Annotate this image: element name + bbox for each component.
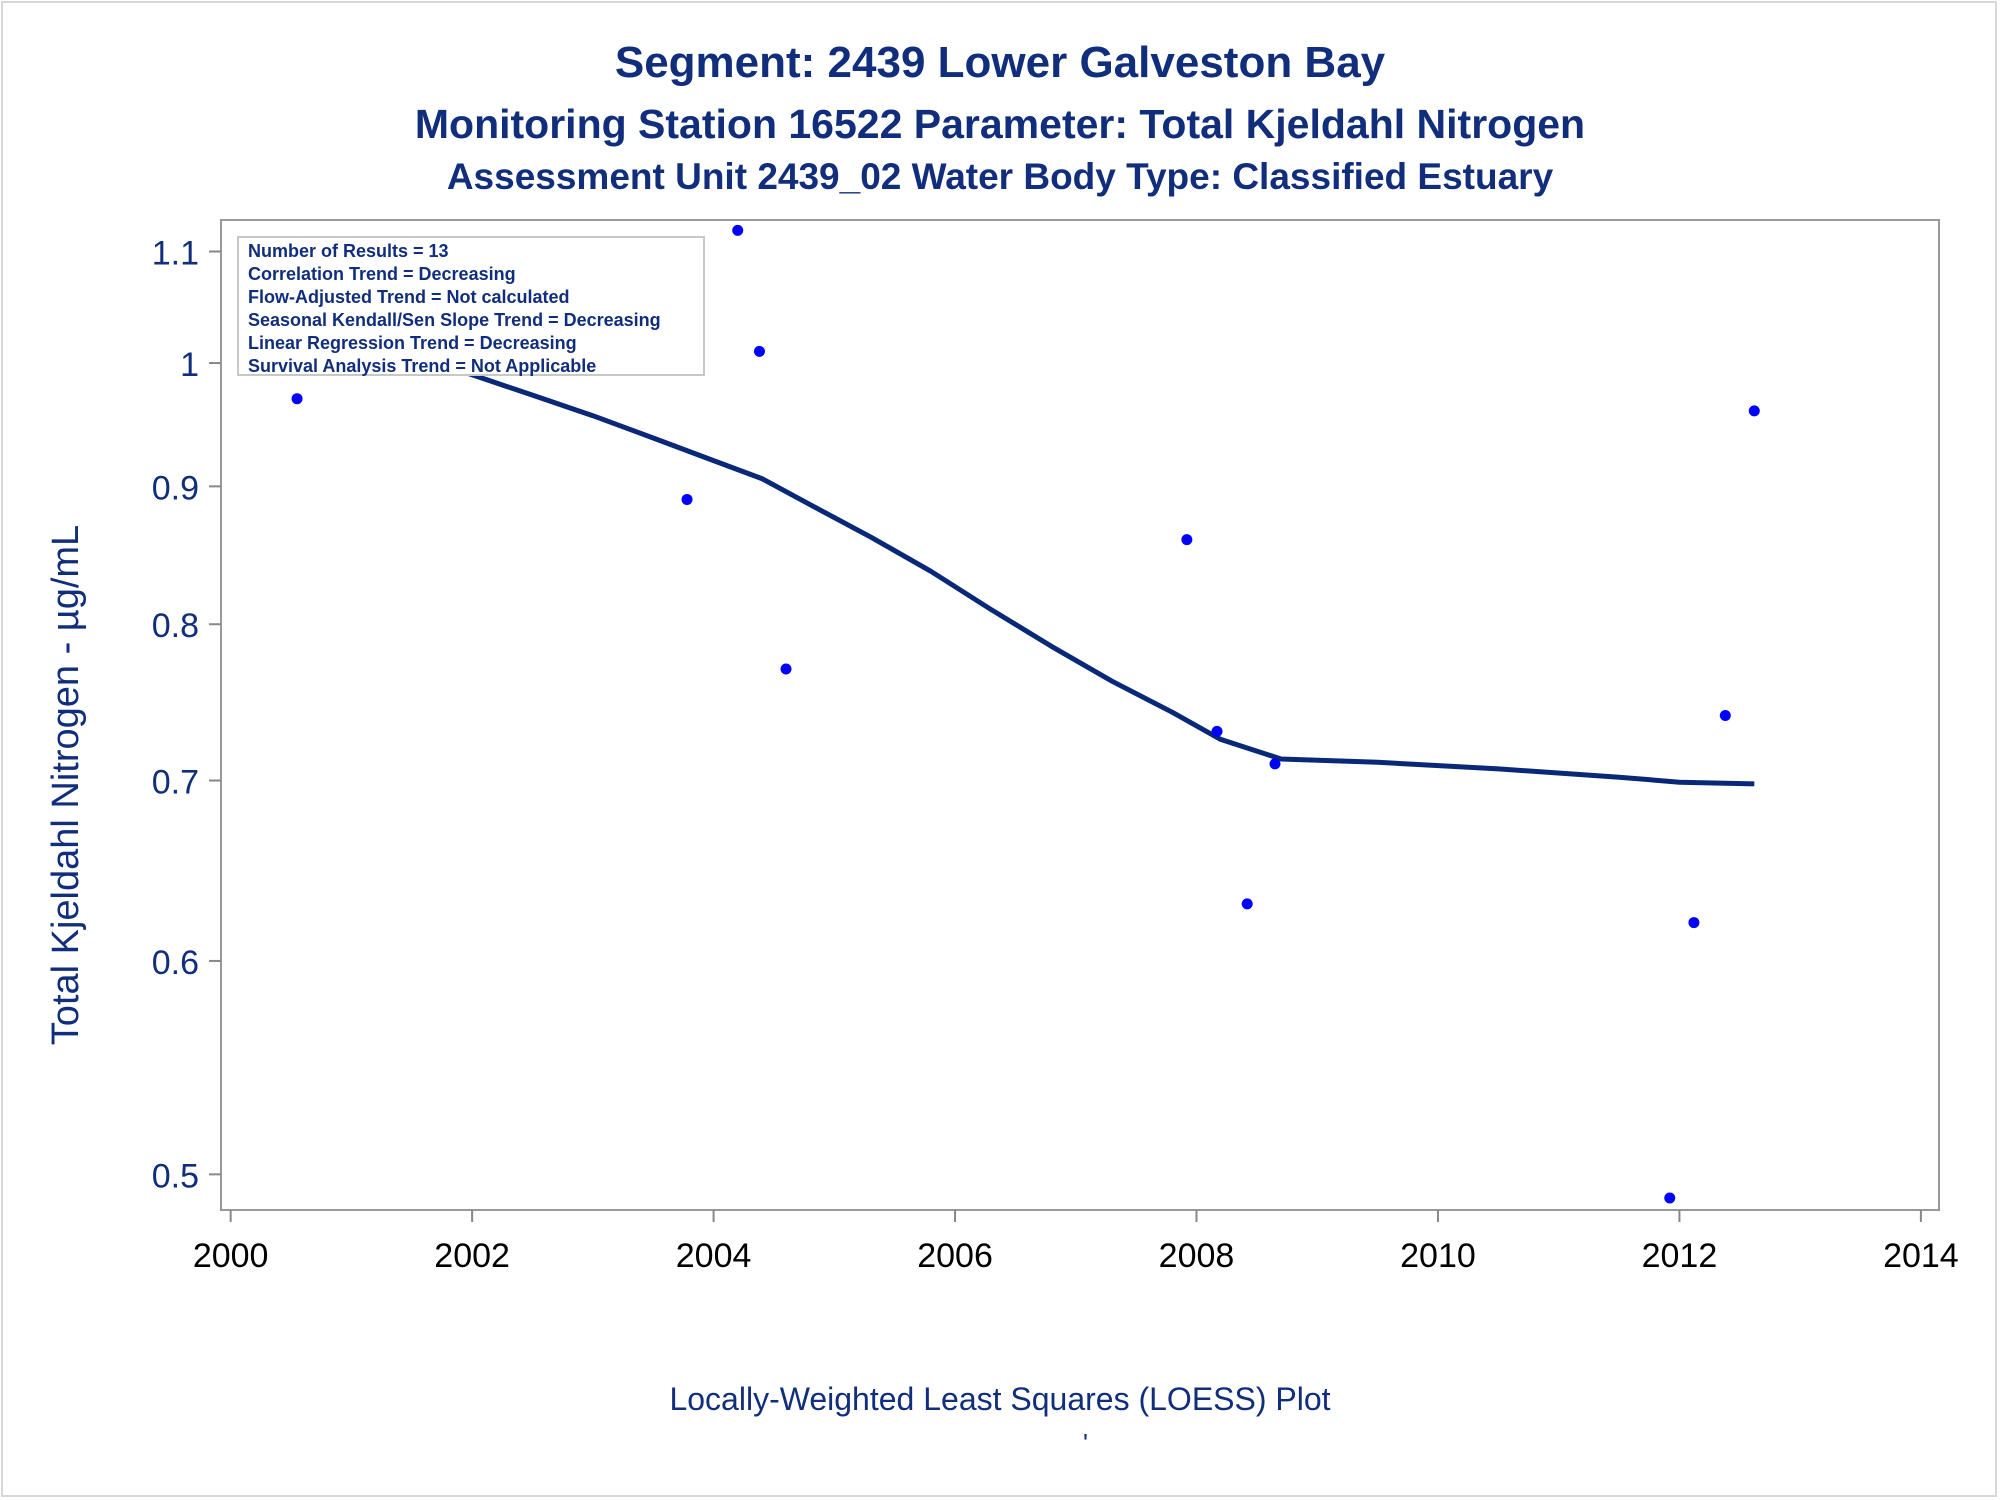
chart-subtitle-station: Monitoring Station 16522 Parameter: Tota…: [414, 101, 1586, 147]
chart-footnote: Locally-Weighted Least Squares (LOESS) P…: [669, 1381, 1331, 1417]
data-point: [1664, 1192, 1676, 1204]
x-tick-label: 2010: [1400, 1237, 1476, 1275]
stat-number-of-results: Number of Results = 13: [248, 241, 449, 261]
x-tick-label: 2014: [1883, 1237, 1959, 1275]
footnote-mark: ': [1083, 1428, 1088, 1458]
x-axis: 2000 2002 2004 2006 2008 2010 2012 2014: [193, 1210, 1959, 1275]
data-point: [780, 663, 792, 675]
trend-stats-box: Number of Results = 13 Correlation Trend…: [237, 236, 705, 376]
y-tick-label: 1.1: [152, 234, 199, 272]
stat-linear-regression-trend: Linear Regression Trend = Decreasing: [248, 333, 577, 353]
x-tick-label: 2000: [193, 1237, 269, 1275]
data-point: [753, 345, 765, 357]
chart-subtitle-assessment: Assessment Unit 2439_02 Water Body Type:…: [446, 156, 1554, 197]
y-axis-label: Total Kjeldahl Nitrogen - µg/mL: [45, 525, 87, 1045]
data-point: [681, 493, 693, 505]
stat-seasonal-kendall-trend: Seasonal Kendall/Sen Slope Trend = Decre…: [248, 310, 661, 330]
y-tick-label: 0.9: [152, 469, 199, 507]
stat-survival-analysis-trend: Survival Analysis Trend = Not Applicable: [248, 356, 597, 376]
chart-title: Segment: 2439 Lower Galveston Bay: [614, 38, 1386, 87]
y-tick-label: 0.6: [152, 944, 199, 982]
data-point: [732, 224, 744, 236]
x-tick-label: 2004: [676, 1237, 752, 1275]
stat-correlation-trend: Correlation Trend = Decreasing: [248, 264, 516, 284]
x-tick-label: 2006: [917, 1237, 993, 1275]
x-tick-label: 2008: [1159, 1237, 1235, 1275]
y-tick-label: 0.7: [152, 764, 199, 802]
y-axis: 0.5 0.6 0.7 0.8 0.9 1 1.1: [152, 234, 221, 1195]
data-points: [291, 224, 1760, 1204]
y-tick-label: 0.8: [152, 607, 199, 645]
data-point: [291, 393, 303, 405]
data-point: [1241, 898, 1253, 910]
x-tick-label: 2012: [1642, 1237, 1718, 1275]
plot-area-border: [220, 219, 1940, 1211]
y-tick-label: 1: [180, 346, 199, 384]
data-point: [1719, 709, 1731, 721]
data-point: [1748, 405, 1760, 417]
data-point: [1688, 917, 1700, 929]
y-tick-label: 0.5: [152, 1157, 199, 1195]
stat-flow-adjusted-trend: Flow-Adjusted Trend = Not calculated: [248, 287, 570, 307]
loess-line: [296, 314, 1755, 787]
x-tick-label: 2002: [434, 1237, 510, 1275]
data-point: [1269, 758, 1281, 770]
data-point: [1181, 534, 1193, 546]
data-point: [1211, 725, 1223, 737]
